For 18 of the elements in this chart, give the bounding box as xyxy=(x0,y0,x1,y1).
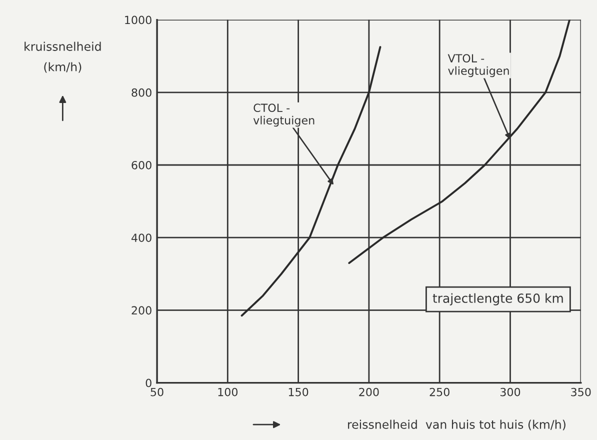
y-axis-title: kruissnelheid (km/h) xyxy=(24,42,101,73)
y-tick-label: 1000 xyxy=(125,16,152,24)
x-tick-label: 200 xyxy=(359,388,379,396)
x-tick-label: 250 xyxy=(430,388,450,396)
y-tick-label: 200 xyxy=(132,306,152,315)
annotation: VTOL - vliegtuigen xyxy=(448,54,509,78)
y-tick-label: 600 xyxy=(132,160,152,170)
y-tick-label: 800 xyxy=(132,88,152,97)
x-tick-label: 300 xyxy=(500,388,520,396)
x-tick-label: 350 xyxy=(571,388,591,396)
annotation: CTOL - vliegtuigen xyxy=(253,104,314,127)
y-tick-label: 400 xyxy=(131,234,152,242)
x-axis-title: reissnelheid van huis tot huis (km/h) xyxy=(348,420,566,430)
x-tick-label: 100 xyxy=(218,388,238,396)
y-tick-label: 0 xyxy=(146,378,152,388)
x-tick-label: 150 xyxy=(288,388,308,396)
annotation: trajectlengte 650 km xyxy=(432,293,563,306)
x-tick-label: 50 xyxy=(150,388,164,396)
